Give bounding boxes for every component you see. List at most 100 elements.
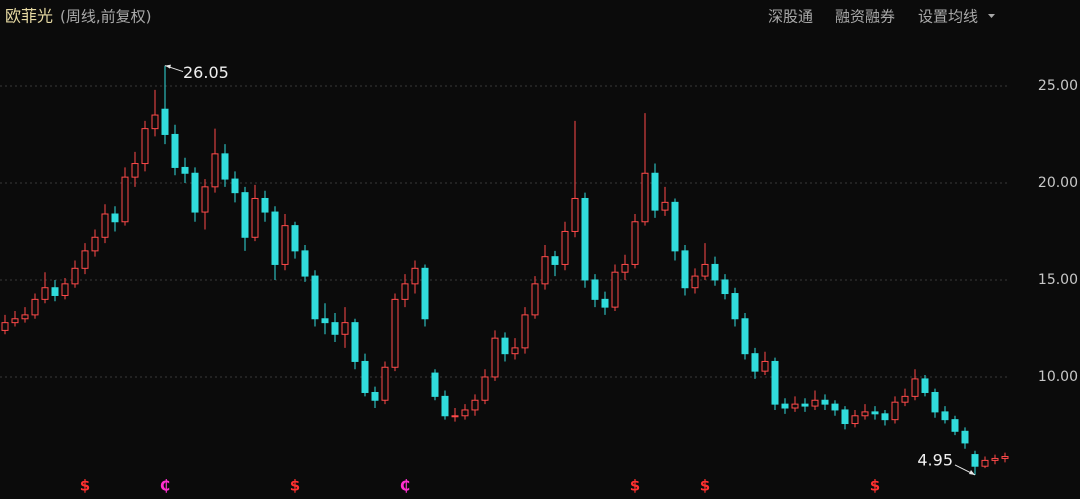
candle-body — [531, 283, 539, 316]
candle-body — [171, 133, 179, 168]
candle-body — [951, 419, 959, 432]
event-marker: $ — [290, 477, 300, 495]
candle-body — [841, 409, 849, 425]
candle-body — [251, 197, 259, 238]
y-tick-label: 20.00 — [1038, 175, 1078, 191]
candle-body — [511, 347, 519, 355]
plot — [1, 65, 1009, 475]
candle-body — [411, 267, 419, 285]
candle-body — [711, 263, 719, 281]
candle-body — [571, 197, 579, 232]
candle-body — [111, 213, 119, 223]
candle-body — [361, 360, 369, 393]
candle-body — [151, 114, 159, 130]
candle-body — [491, 337, 499, 378]
candle-body — [791, 403, 799, 409]
candle-body — [231, 178, 239, 194]
candle-body — [101, 213, 109, 238]
candle-body — [721, 279, 729, 295]
link-hk-connect[interactable]: 深股通 — [768, 8, 813, 26]
candle-body — [211, 153, 219, 188]
candle-body — [931, 391, 939, 413]
candle-body — [961, 430, 969, 444]
candle-body — [941, 411, 949, 421]
candle-body — [481, 376, 489, 401]
event-marker: $ — [630, 477, 640, 495]
event-marker: ₵ — [160, 477, 170, 495]
dropdown-arrow[interactable] — [988, 14, 995, 18]
candle-body — [671, 201, 679, 252]
candle-body — [611, 271, 619, 308]
candle-body — [811, 399, 819, 407]
candle-body — [381, 366, 389, 401]
candle-body — [551, 256, 559, 265]
candle-body — [631, 221, 639, 265]
candle-body — [831, 403, 839, 411]
y-tick-label: 10.00 — [1038, 369, 1078, 385]
candle-body — [851, 415, 859, 425]
candle-body — [601, 298, 609, 308]
candle-body — [861, 411, 869, 417]
candle-body — [181, 166, 189, 174]
candle-body — [131, 163, 139, 178]
link-margin[interactable]: 融资融券 — [835, 8, 895, 26]
candle-body — [921, 378, 929, 393]
event-marker: $ — [700, 477, 710, 495]
event-marker: $ — [80, 477, 90, 495]
candle-body — [781, 403, 789, 409]
candle-body — [981, 459, 989, 467]
candle-body — [41, 287, 49, 300]
candle-body — [391, 298, 399, 368]
candle-body — [281, 225, 289, 265]
candle-body — [871, 411, 879, 415]
candle-body — [321, 318, 329, 324]
candle-body — [1, 322, 9, 331]
candle-body — [911, 378, 919, 397]
stock-name: 欧菲光 — [5, 7, 53, 26]
annotation-label: 26.05 — [183, 63, 229, 82]
candle-body — [141, 128, 149, 165]
candle-body — [71, 267, 79, 285]
candle-body — [61, 283, 69, 296]
candle-body — [341, 322, 349, 335]
candle-body — [451, 415, 459, 418]
chart-mode: (周线,前复权) — [60, 8, 151, 26]
candle-body — [271, 211, 279, 265]
candle-body — [81, 250, 89, 269]
candle-body — [661, 201, 669, 211]
annotation-arrowhead — [969, 469, 975, 475]
candle-body — [201, 186, 209, 213]
candle-body — [901, 395, 909, 403]
link-ma-settings[interactable]: 设置均线 — [918, 8, 978, 26]
candle-body — [191, 172, 199, 213]
candle-body — [291, 225, 299, 252]
candle-body — [591, 279, 599, 300]
candle-body — [1001, 456, 1009, 459]
candle-body — [741, 318, 749, 355]
candle-body — [561, 230, 569, 265]
candle-body — [261, 197, 269, 213]
candle-body — [471, 399, 479, 411]
candle-body — [161, 108, 169, 135]
candle-body — [521, 314, 529, 349]
candle-body — [461, 409, 469, 417]
event-marker: ₵ — [400, 477, 410, 495]
candle-body — [331, 322, 339, 335]
candle-body — [801, 403, 809, 407]
candle-body — [311, 275, 319, 320]
candle-body — [881, 413, 889, 421]
grid — [0, 85, 1010, 378]
candle-body — [581, 197, 589, 281]
candle-body — [21, 314, 29, 320]
y-tick-label: 15.00 — [1038, 272, 1078, 288]
candle-body — [731, 293, 739, 320]
candle-body — [11, 318, 19, 324]
candle-body — [681, 250, 689, 289]
candle-body — [991, 457, 999, 461]
candle-body — [51, 287, 59, 296]
candle-body — [301, 250, 309, 277]
candle-body — [751, 353, 759, 372]
candle-body — [31, 298, 39, 316]
candle-body — [221, 153, 229, 180]
candle-body — [821, 399, 829, 405]
